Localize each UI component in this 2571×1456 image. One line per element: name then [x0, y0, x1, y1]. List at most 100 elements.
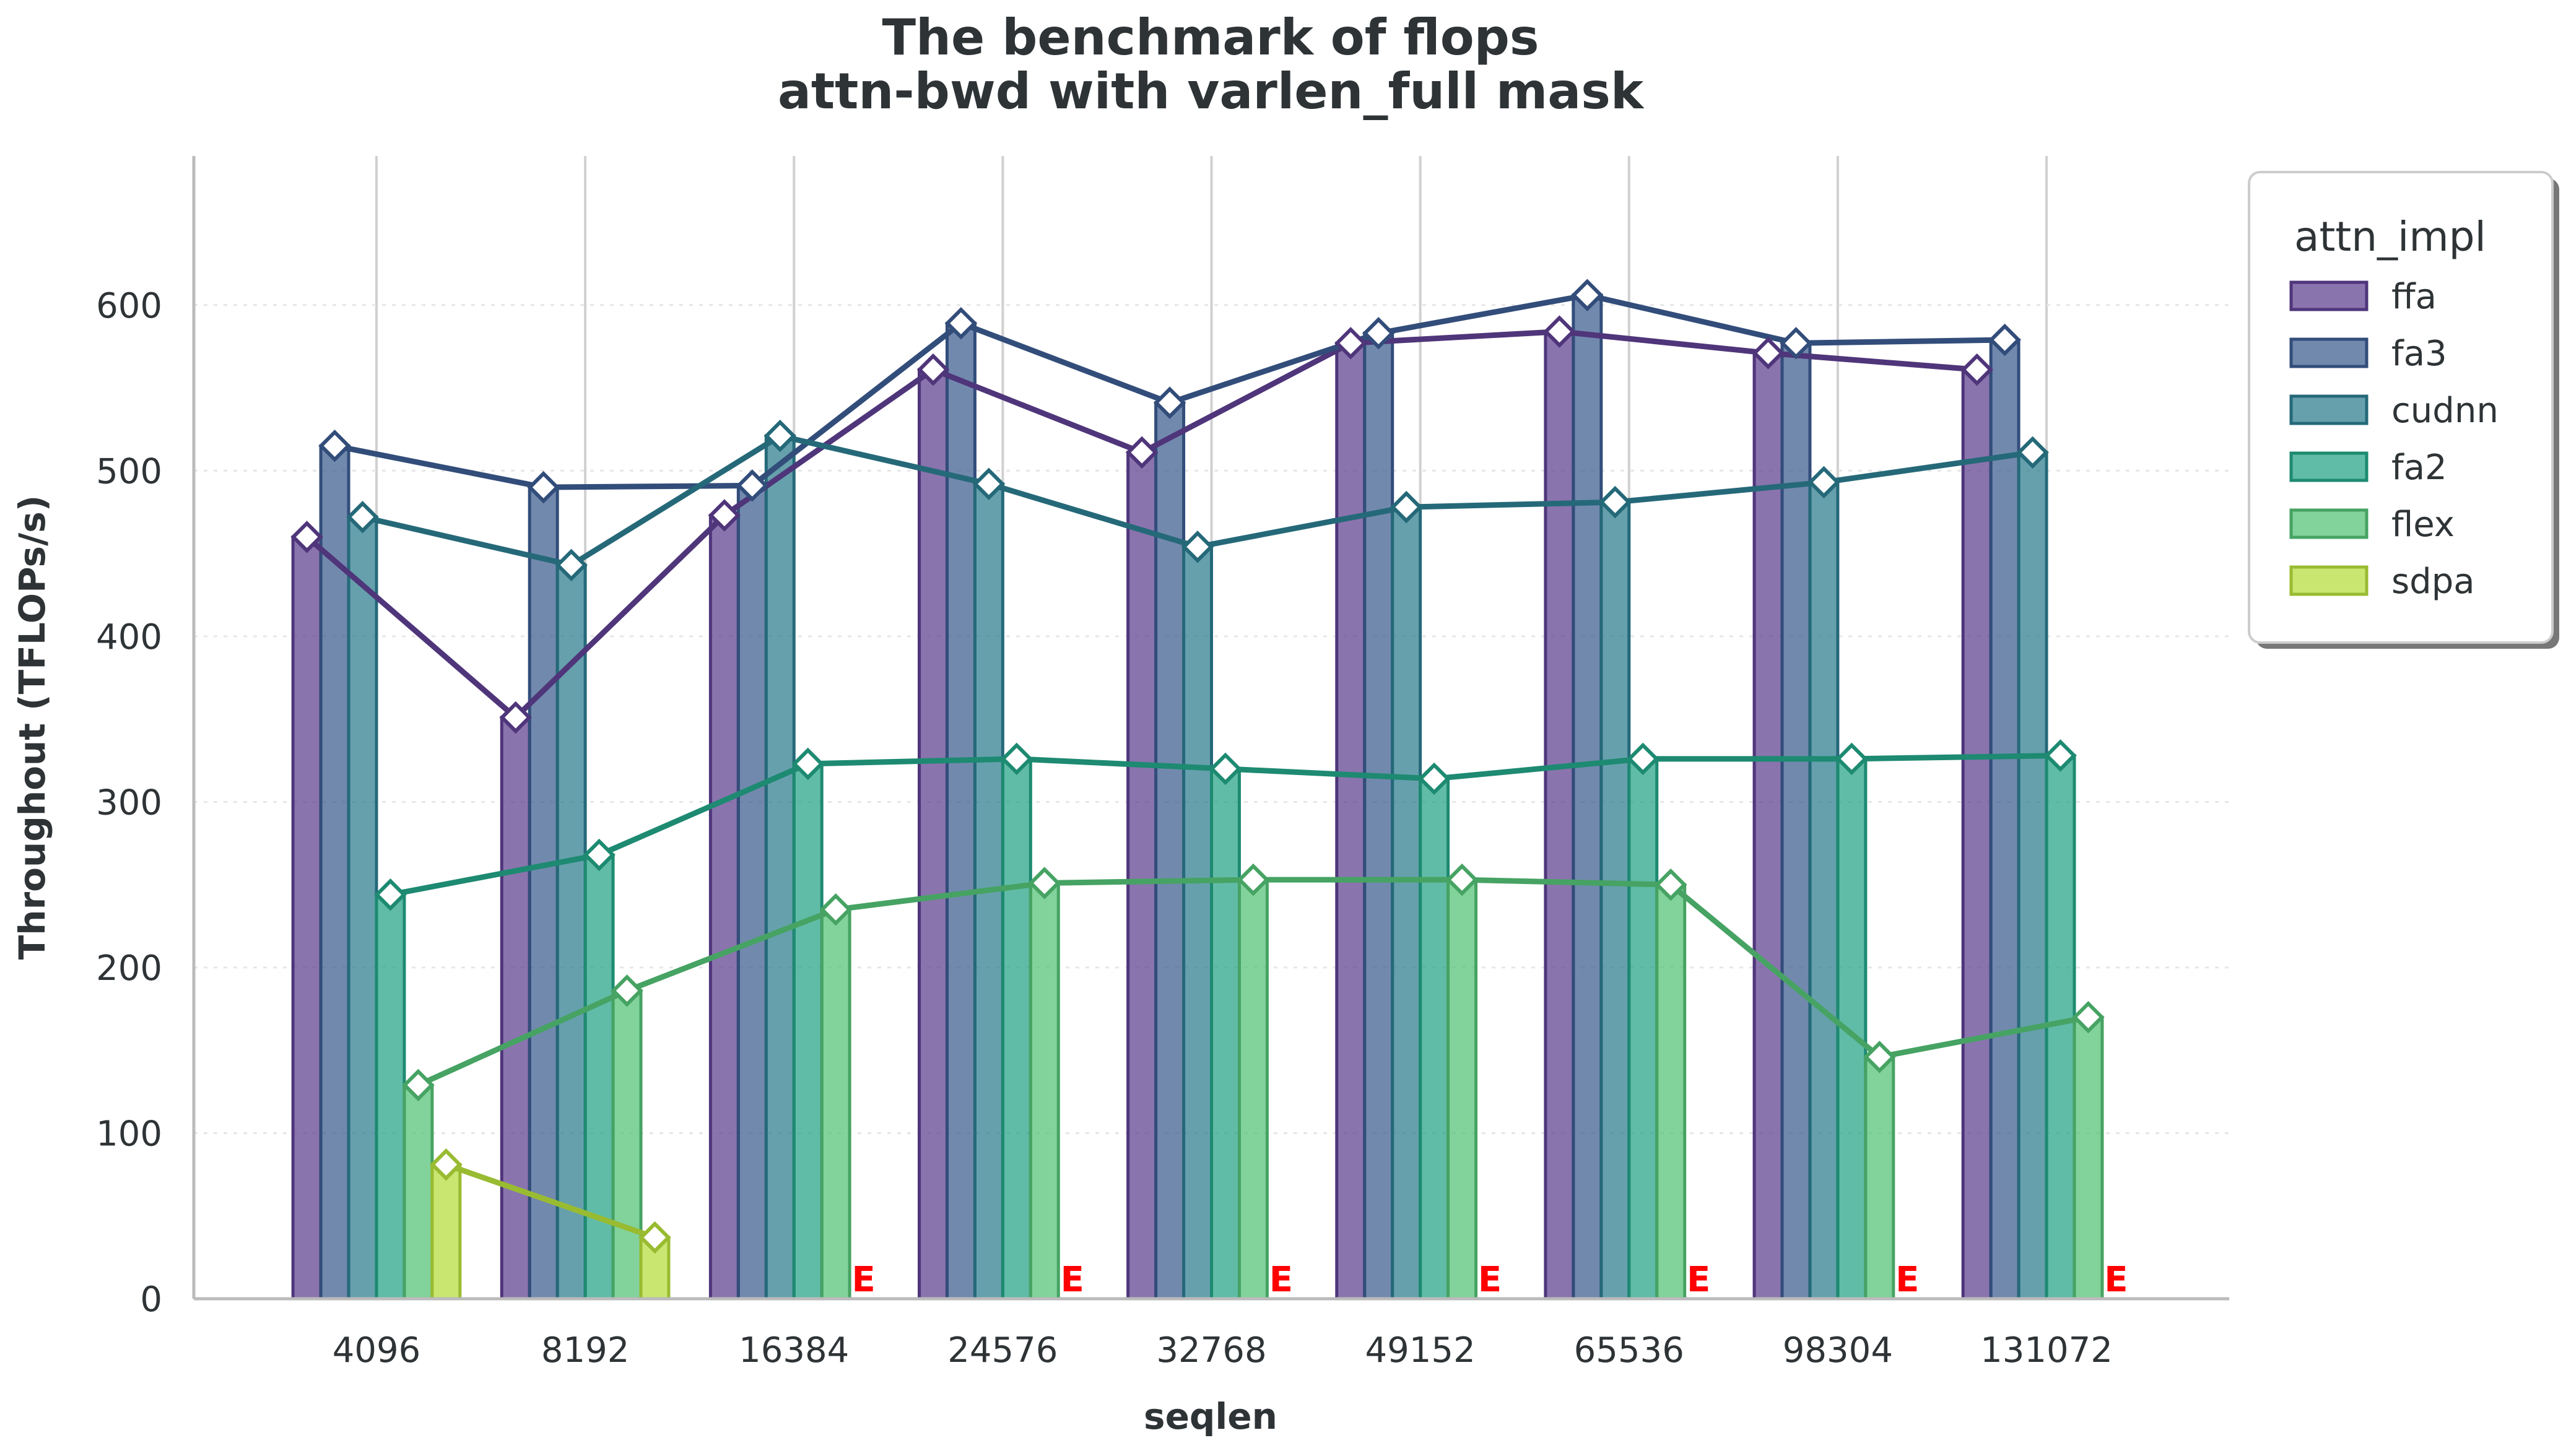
x-tick-label: 131072 [1980, 1330, 2113, 1371]
x-tick-labels: 4096 8192 16384 24576 32768 49152 65536 98304 13… [333, 1330, 2113, 1371]
bar-flex [402, 1083, 434, 1301]
bar-ffa [500, 716, 531, 1301]
bar-fa2 [1627, 757, 1659, 1301]
point-ffa [1334, 327, 1367, 360]
bar-fa3 [945, 321, 977, 1301]
bar-flex [1655, 883, 1687, 1301]
y-tick-label: 300 [96, 782, 162, 823]
x-tick-label: 16384 [739, 1330, 849, 1371]
bar-fa3 [1363, 331, 1394, 1301]
bar-fa2 [583, 853, 615, 1301]
bar-cudnn [347, 515, 378, 1301]
bar-ffa [708, 514, 740, 1301]
bar-sdpa [430, 1163, 462, 1301]
bar-flex [1864, 1055, 1895, 1301]
point-sdpa [430, 1148, 463, 1181]
y-tick-label: 600 [96, 286, 162, 326]
point-flex [1445, 863, 1479, 896]
error-marker: E [1269, 1260, 1293, 1300]
bar-fa3 [528, 485, 559, 1301]
bar-fa2 [375, 893, 406, 1301]
point-cudnn [763, 419, 797, 453]
point-flex [2072, 1000, 2105, 1034]
point-fa3 [318, 429, 351, 462]
point-ffa [1752, 337, 1785, 370]
point-flex [1237, 863, 1270, 896]
y-tick-label: 100 [96, 1114, 162, 1154]
bar-flex [1237, 878, 1269, 1301]
point-flex [1028, 867, 1061, 899]
point-flex [1654, 868, 1687, 901]
error-marker: E [1895, 1260, 1919, 1300]
bar-cudnn [1182, 545, 1213, 1301]
point-fa3 [1988, 323, 2021, 357]
legend-label-cudnn: cudnn [2391, 391, 2499, 431]
legend-label-ffa: ffa [2391, 277, 2437, 317]
legend-swatch-sdpa [2289, 565, 2369, 596]
y-tick-labels: 0 100 200 300 400 500 600 [96, 286, 162, 1320]
legend-label-sdpa: sdpa [2391, 561, 2475, 602]
point-fa3 [944, 306, 978, 340]
bar-fa2 [1001, 757, 1032, 1301]
y-tick-label: 400 [96, 617, 162, 657]
point-fa2 [1626, 742, 1660, 776]
bar-flex [611, 989, 643, 1301]
point-cudnn [1181, 531, 1214, 563]
bar-fa3 [319, 444, 350, 1301]
bar-flex [1029, 881, 1060, 1301]
bar-cudnn [1391, 505, 1422, 1301]
x-tick-label: 24576 [947, 1330, 1058, 1371]
point-fa3 [1362, 317, 1395, 350]
legend-label-fa3: fa3 [2391, 334, 2447, 374]
x-tick-label: 4096 [333, 1330, 421, 1371]
bar-ffa [1126, 451, 1158, 1301]
x-tick-label: 98304 [1783, 1330, 1893, 1371]
point-fa3 [1153, 386, 1186, 419]
point-cudnn [555, 548, 588, 582]
bar-fa2 [792, 762, 824, 1301]
point-fa2 [583, 838, 616, 872]
bar-ffa [1961, 368, 1993, 1301]
x-tick-label: 32768 [1156, 1330, 1266, 1371]
legend-swatch-cudnn [2289, 394, 2369, 425]
bar-flex [820, 908, 851, 1301]
series-markers [290, 279, 2105, 1254]
legend: attn_impl ffa fa3 cudnn fa2 flex sdpa [2248, 171, 2559, 649]
x-tick-label: 49152 [1365, 1330, 1476, 1371]
point-cudnn [1390, 490, 1423, 524]
point-ffa [499, 701, 532, 734]
axes [192, 156, 2229, 1301]
point-fa3 [1571, 279, 1604, 311]
point-cudnn [972, 467, 1006, 500]
point-fa2 [1417, 762, 1451, 795]
point-fa2 [374, 878, 407, 911]
x-tick-label: 8192 [541, 1330, 630, 1371]
point-ffa [1960, 353, 1993, 386]
bar-fa3 [1989, 338, 2021, 1301]
y-tick-label: 200 [96, 948, 162, 989]
point-flex [1863, 1041, 1896, 1073]
point-fa3 [527, 470, 560, 504]
x-axis-label: seqlen [1144, 1395, 1277, 1437]
point-flex [611, 974, 643, 1007]
bar-cudnn [2017, 451, 2048, 1301]
legend-swatch-fa2 [2289, 451, 2369, 482]
point-fa2 [1835, 742, 1868, 776]
bar-flex [2073, 1015, 2104, 1301]
bar-fa3 [736, 483, 768, 1301]
bars [291, 293, 2104, 1301]
bar-cudnn [1808, 480, 1840, 1301]
bar-flex [1446, 878, 1478, 1301]
point-ffa [1125, 436, 1159, 469]
x-tick-label: 65536 [1574, 1330, 1684, 1371]
y-axis-label: Throughout (TFLOPs/s) [11, 495, 53, 960]
bar-cudnn [1599, 500, 1631, 1301]
point-ffa [916, 353, 950, 386]
bar-fa3 [1154, 401, 1186, 1301]
error-marker: E [1478, 1260, 1502, 1300]
point-flex [819, 893, 852, 926]
line-sdpa [445, 1162, 656, 1241]
bar-fa3 [1572, 293, 1603, 1301]
